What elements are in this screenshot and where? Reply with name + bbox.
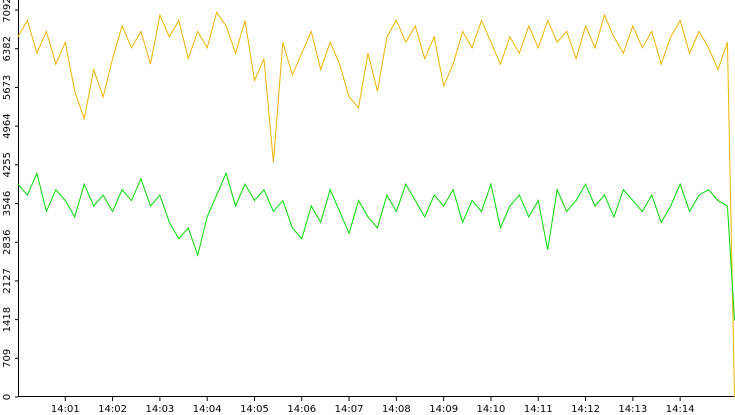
- x-tick-label: 14:07: [335, 404, 364, 415]
- y-tick-label: 2836: [2, 230, 13, 255]
- x-tick-label: 14:14: [666, 404, 695, 415]
- y-tick-label: 3546: [2, 191, 13, 216]
- x-tick-label: 14:04: [193, 404, 222, 415]
- y-tick-label: 0: [2, 394, 13, 400]
- x-tick-label: 14:06: [287, 404, 316, 415]
- x-tick-label: 14:10: [477, 404, 506, 415]
- y-tick-label: 5673: [2, 75, 13, 100]
- x-tick-label: 14:03: [145, 404, 174, 415]
- x-tick-label: 14:13: [618, 404, 647, 415]
- y-tick-label: 4255: [2, 152, 13, 177]
- y-tick-label: 1418: [2, 307, 13, 332]
- x-tick-label: 14:02: [98, 404, 127, 415]
- x-tick-label: 14:05: [240, 404, 269, 415]
- series-line: [17, 11, 735, 398]
- series-line: [17, 171, 735, 321]
- x-tick-label: 14:01: [51, 404, 80, 415]
- y-tick-label: 6382: [2, 36, 13, 61]
- y-tick-label: 709: [2, 349, 13, 368]
- y-tick-label: 7092: [2, 0, 13, 23]
- y-tick-label: 4964: [2, 113, 13, 138]
- x-tick-label: 14:12: [571, 404, 600, 415]
- x-tick-label: 14:09: [429, 404, 458, 415]
- x-tick-label: 14:08: [382, 404, 411, 415]
- y-tick-label: 2127: [2, 268, 13, 293]
- x-tick-label: 14:11: [524, 404, 553, 415]
